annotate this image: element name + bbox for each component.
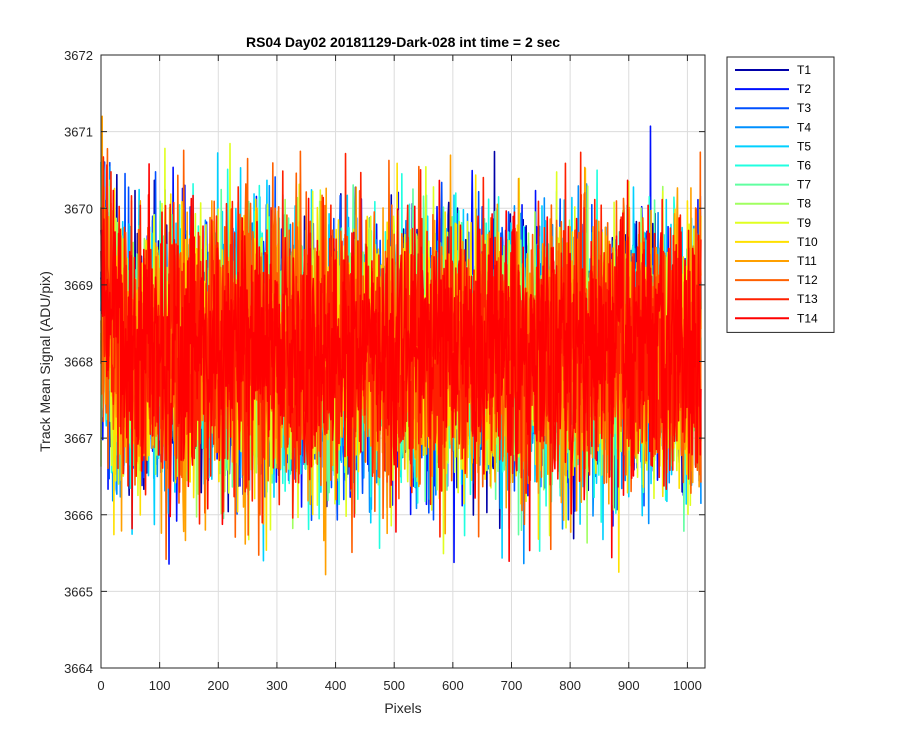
legend-entry: T14	[797, 311, 818, 325]
legend: T1 T2 T3 T4 T5 T6 T7 T8 T9 T10 T11 T12 T13 T14	[726, 56, 835, 333]
x-tick-label: 200	[207, 678, 229, 693]
y-tick-label: 3666	[64, 508, 93, 523]
chart-title: RS04 Day02 20181129-Dark-028 int time = …	[246, 34, 560, 50]
legend-entry: T9	[797, 216, 811, 230]
legend-entry: T6	[797, 159, 811, 173]
ticks: 0 100 200 300 400 500 600 700 800 900 1000 3664 3665…	[64, 48, 705, 693]
y-tick-label: 3665	[64, 584, 93, 599]
y-tick-label: 3667	[64, 431, 93, 446]
y-tick-label: 3671	[64, 125, 93, 140]
y-tick-label: 3670	[64, 201, 93, 216]
x-axis-label: Pixels	[384, 700, 421, 716]
x-tick-label: 600	[442, 678, 464, 693]
legend-entry: T3	[797, 101, 811, 115]
legend-box	[726, 56, 835, 333]
legend-entry: T4	[797, 120, 811, 134]
y-axis-label: Track Mean Signal (ADU/pix)	[37, 271, 53, 452]
legend-entry: T12	[797, 273, 818, 287]
legend-entry: T2	[797, 82, 811, 96]
x-tick-label: 700	[501, 678, 523, 693]
x-tick-label: 0	[97, 678, 104, 693]
legend-entry: T11	[797, 254, 817, 268]
series-lines	[100, 115, 702, 576]
x-tick-label: 1000	[673, 678, 702, 693]
x-tick-label: 800	[559, 678, 581, 693]
legend-entry: T5	[797, 139, 811, 153]
y-tick-label: 3669	[64, 278, 93, 293]
x-tick-label: 500	[383, 678, 405, 693]
x-tick-label: 900	[618, 678, 640, 693]
x-tick-label: 400	[325, 678, 347, 693]
legend-entry: T13	[797, 292, 818, 306]
x-tick-label: 300	[266, 678, 288, 693]
legend-entry: T1	[797, 63, 811, 77]
series-line-T14	[100, 163, 702, 563]
legend-entry: T8	[797, 197, 811, 211]
y-tick-label: 3664	[64, 661, 93, 676]
x-tick-label: 100	[149, 678, 171, 693]
y-tick-label: 3672	[64, 48, 93, 63]
legend-entry: T10	[797, 235, 818, 249]
legend-entry: T7	[797, 178, 811, 192]
y-tick-label: 3668	[64, 355, 93, 370]
